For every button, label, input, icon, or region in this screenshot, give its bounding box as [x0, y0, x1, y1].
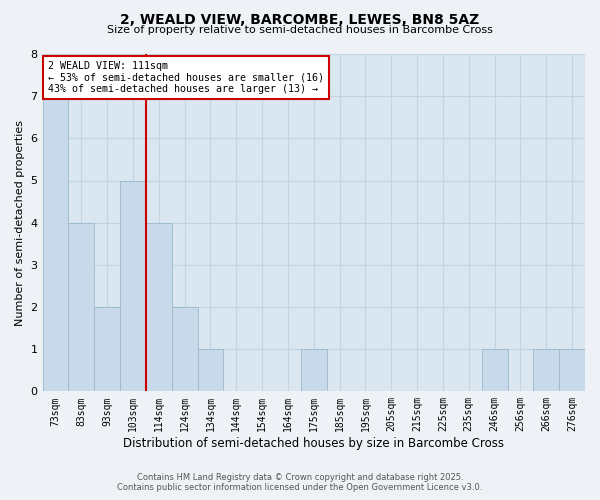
Bar — [301, 349, 326, 392]
Bar — [533, 349, 559, 392]
Bar — [68, 222, 94, 392]
Bar — [43, 96, 68, 392]
Text: Contains HM Land Registry data © Crown copyright and database right 2025.
Contai: Contains HM Land Registry data © Crown c… — [118, 473, 482, 492]
Bar — [559, 349, 585, 392]
Text: 2, WEALD VIEW, BARCOMBE, LEWES, BN8 5AZ: 2, WEALD VIEW, BARCOMBE, LEWES, BN8 5AZ — [121, 12, 479, 26]
Text: Size of property relative to semi-detached houses in Barcombe Cross: Size of property relative to semi-detach… — [107, 25, 493, 35]
Text: 2 WEALD VIEW: 111sqm
← 53% of semi-detached houses are smaller (16)
43% of semi-: 2 WEALD VIEW: 111sqm ← 53% of semi-detac… — [48, 60, 324, 94]
Bar — [197, 349, 223, 392]
Bar — [482, 349, 508, 392]
Bar — [94, 307, 120, 392]
Bar — [172, 307, 197, 392]
Y-axis label: Number of semi-detached properties: Number of semi-detached properties — [15, 120, 25, 326]
Bar — [120, 180, 146, 392]
Bar — [146, 222, 172, 392]
X-axis label: Distribution of semi-detached houses by size in Barcombe Cross: Distribution of semi-detached houses by … — [123, 437, 504, 450]
